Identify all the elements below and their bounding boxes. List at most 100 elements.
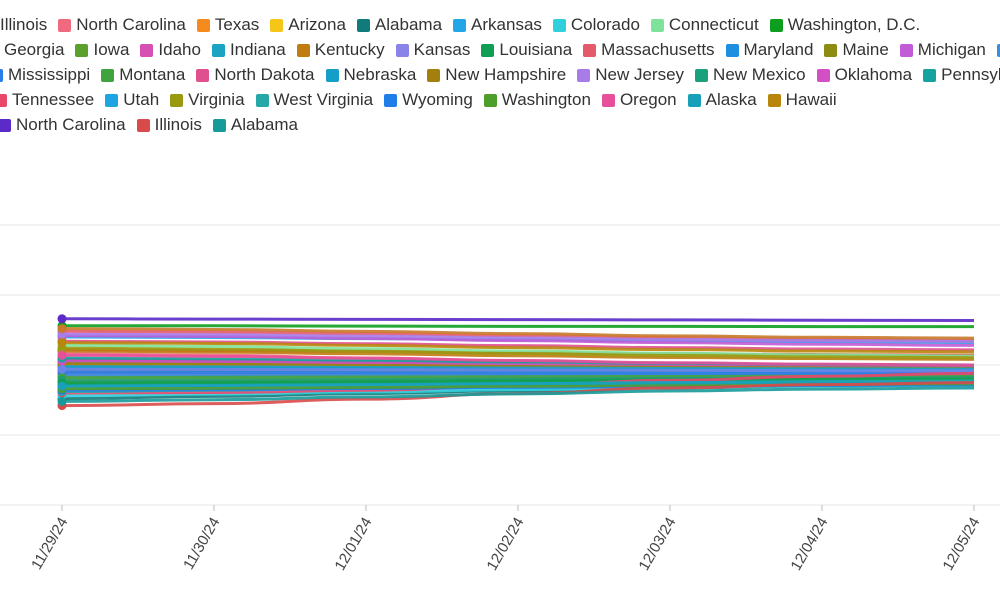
legend-item[interactable]: Alaska: [687, 89, 757, 111]
legend-label: Mississippi: [8, 65, 91, 84]
legend-item[interactable]: Arkansas: [453, 14, 542, 36]
legend-swatch: [356, 18, 370, 32]
legend-item[interactable]: Washington: [483, 89, 591, 111]
legend-item[interactable]: Maryland: [725, 39, 814, 61]
legend-item[interactable]: Hawaii: [767, 89, 837, 111]
legend-item[interactable]: Wyoming: [384, 89, 473, 111]
legend-item[interactable]: Washington, D.C.: [769, 14, 920, 36]
series-line[interactable]: [61, 386, 975, 403]
series-line[interactable]: [61, 341, 975, 354]
legend-label: Georgia: [4, 40, 65, 59]
legend-label: Pennsylvania: [941, 65, 1000, 84]
legend-item[interactable]: Connecticut: [650, 14, 759, 36]
legend-item[interactable]: Missouri: [996, 39, 1000, 61]
series-line[interactable]: [61, 334, 975, 347]
series-line[interactable]: [61, 332, 975, 343]
legend-swatch: [0, 93, 7, 107]
legend-item[interactable]: Georgia: [0, 39, 64, 61]
legend-swatch: [583, 43, 597, 57]
legend-swatch: [816, 68, 830, 82]
legend-label: Alabama: [230, 115, 298, 134]
legend-item[interactable]: Oklahoma: [816, 64, 912, 86]
legend-item[interactable]: North Dakota: [196, 64, 315, 86]
data-point[interactable]: [57, 396, 67, 406]
series-line[interactable]: [61, 380, 975, 388]
legend-item[interactable]: Kansas: [395, 39, 470, 61]
legend-item[interactable]: Illinois: [0, 14, 47, 36]
legend-label: Massachusetts: [601, 40, 715, 59]
legend-swatch: [695, 68, 709, 82]
legend-item[interactable]: North Carolina: [58, 14, 186, 36]
legend-label: Utah: [123, 90, 160, 109]
legend-label: Alaska: [705, 90, 757, 109]
series-line[interactable]: [61, 349, 975, 361]
legend-label: Arizona: [288, 15, 346, 34]
legend-item[interactable]: Nebraska: [325, 64, 416, 86]
data-point[interactable]: [57, 381, 67, 391]
x-tick-label: 12/02/24: [484, 515, 528, 574]
legend-item[interactable]: Mississippi: [0, 64, 90, 86]
legend-item[interactable]: Utah: [105, 89, 159, 111]
x-tick-label: 12/05/24: [940, 515, 984, 574]
legend-item[interactable]: Alabama: [212, 114, 298, 136]
legend-item[interactable]: Illinois: [136, 114, 202, 136]
legend-item[interactable]: Idaho: [140, 39, 201, 61]
x-tick-label: 11/29/24: [28, 515, 71, 573]
legend-item[interactable]: Virginia: [170, 89, 245, 111]
legend-swatch: [824, 43, 838, 57]
series-line[interactable]: [61, 370, 974, 375]
data-point[interactable]: [57, 364, 67, 374]
legend-swatch: [105, 93, 119, 107]
legend-swatch: [996, 43, 1000, 57]
series-line[interactable]: [61, 353, 975, 367]
legend-label: Indiana: [229, 40, 286, 59]
series-line[interactable]: [61, 343, 975, 358]
legend-item[interactable]: Colorado: [552, 14, 640, 36]
data-point[interactable]: [57, 350, 67, 360]
data-point[interactable]: [57, 314, 67, 324]
legend-label: Tennessee: [12, 90, 95, 109]
series-line[interactable]: [61, 377, 975, 385]
data-point[interactable]: [57, 338, 67, 348]
legend-item[interactable]: West Virginia: [255, 89, 373, 111]
legend-item[interactable]: Texas: [196, 14, 259, 36]
legend-item[interactable]: Pennsylvania: [923, 64, 1000, 86]
series-line[interactable]: [61, 327, 975, 340]
legend-swatch: [601, 93, 615, 107]
legend-label: New Mexico: [713, 65, 806, 84]
legend-swatch: [395, 43, 409, 57]
legend-item[interactable]: New Jersey: [577, 64, 684, 86]
legend-item[interactable]: New Hampshire: [427, 64, 566, 86]
legend-item[interactable]: Kentucky: [296, 39, 385, 61]
legend-item[interactable]: Michigan: [899, 39, 986, 61]
legend-swatch: [552, 18, 566, 32]
series-line[interactable]: [61, 346, 975, 360]
legend-item[interactable]: Indiana: [211, 39, 286, 61]
legend-label: North Dakota: [214, 65, 315, 84]
legend-label: Maine: [842, 40, 889, 59]
legend-item[interactable]: Maine: [824, 39, 889, 61]
legend-item[interactable]: Montana: [101, 64, 185, 86]
legend-item[interactable]: Arizona: [270, 14, 346, 36]
legend-item[interactable]: Alabama: [356, 14, 442, 36]
legend-item[interactable]: Tennessee: [0, 89, 94, 111]
series-line[interactable]: [61, 367, 975, 373]
series-line[interactable]: [61, 324, 974, 329]
legend-swatch: [101, 68, 115, 82]
legend-row: Georgia Iowa Idaho Indiana Kentucky Kansas Lou…: [0, 39, 1000, 61]
legend-item[interactable]: Iowa: [75, 39, 129, 61]
data-point[interactable]: [57, 324, 67, 334]
legend-item[interactable]: Massachusetts: [583, 39, 715, 61]
legend-label: Idaho: [158, 40, 201, 59]
legend-label: Kentucky: [314, 40, 385, 59]
legend-item[interactable]: Louisiana: [481, 39, 572, 61]
legend-item[interactable]: New Mexico: [695, 64, 806, 86]
legend-label: Maryland: [743, 40, 814, 59]
legend-item[interactable]: North Carolina: [0, 114, 126, 136]
legend-swatch: [255, 93, 269, 107]
series-line[interactable]: [61, 317, 975, 322]
series-line[interactable]: [61, 364, 975, 370]
legend-item[interactable]: Oregon: [601, 89, 677, 111]
legend-label: New Jersey: [595, 65, 685, 84]
